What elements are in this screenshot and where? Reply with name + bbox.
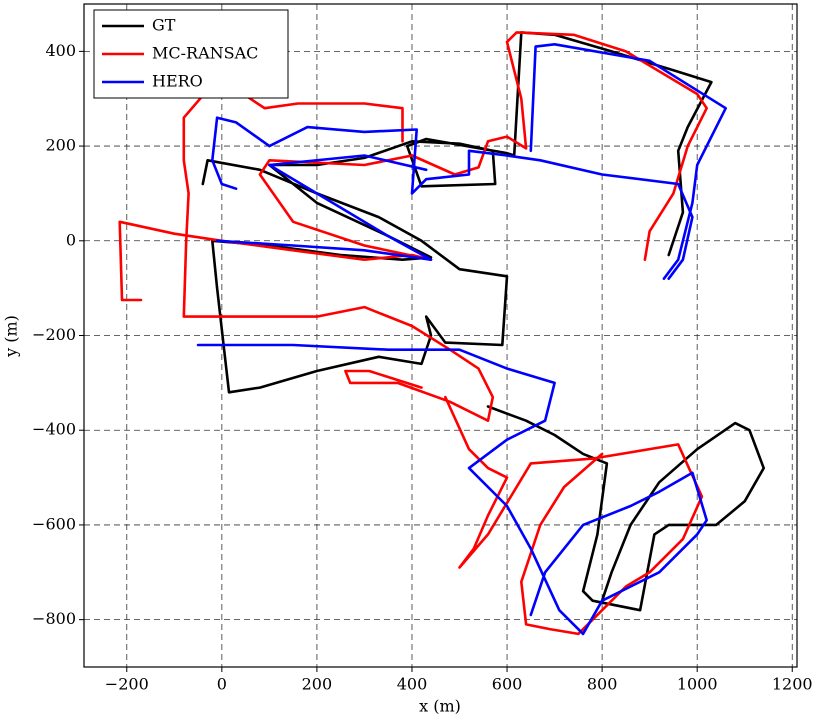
y-tick-label: −800 bbox=[32, 609, 76, 628]
trajectory-line bbox=[118, 31, 708, 636]
trajectory-line bbox=[196, 43, 727, 636]
x-axis-label: x (m) bbox=[419, 697, 461, 716]
x-tick-label: 0 bbox=[217, 675, 227, 694]
x-tick-label: 600 bbox=[492, 675, 523, 694]
x-tick-label: 1000 bbox=[677, 675, 718, 694]
y-tick-label: 200 bbox=[45, 136, 76, 155]
y-tick-label: −600 bbox=[32, 514, 76, 533]
legend: GT MC-RANSAC HERO bbox=[93, 9, 289, 99]
x-tick-label: −200 bbox=[105, 675, 149, 694]
legend-label: HERO bbox=[152, 72, 203, 91]
x-tick-label: 1200 bbox=[772, 675, 813, 694]
y-tick-label: −200 bbox=[32, 325, 76, 344]
y-tick-label: −400 bbox=[32, 420, 76, 439]
x-tick-label: 800 bbox=[587, 675, 618, 694]
lines bbox=[118, 31, 765, 636]
y-tick-label: 400 bbox=[45, 41, 76, 60]
legend-label: MC-RANSAC bbox=[152, 44, 258, 63]
x-tick-label: 200 bbox=[302, 675, 333, 694]
y-axis-label: y (m) bbox=[2, 315, 21, 358]
legend-label: GT bbox=[152, 16, 176, 35]
ticks: −200 0 200 400 600 800 1000 1200 −800 −600 −400 −20… bbox=[32, 41, 813, 694]
x-tick-label: 400 bbox=[397, 675, 428, 694]
y-tick-label: 0 bbox=[66, 230, 76, 249]
